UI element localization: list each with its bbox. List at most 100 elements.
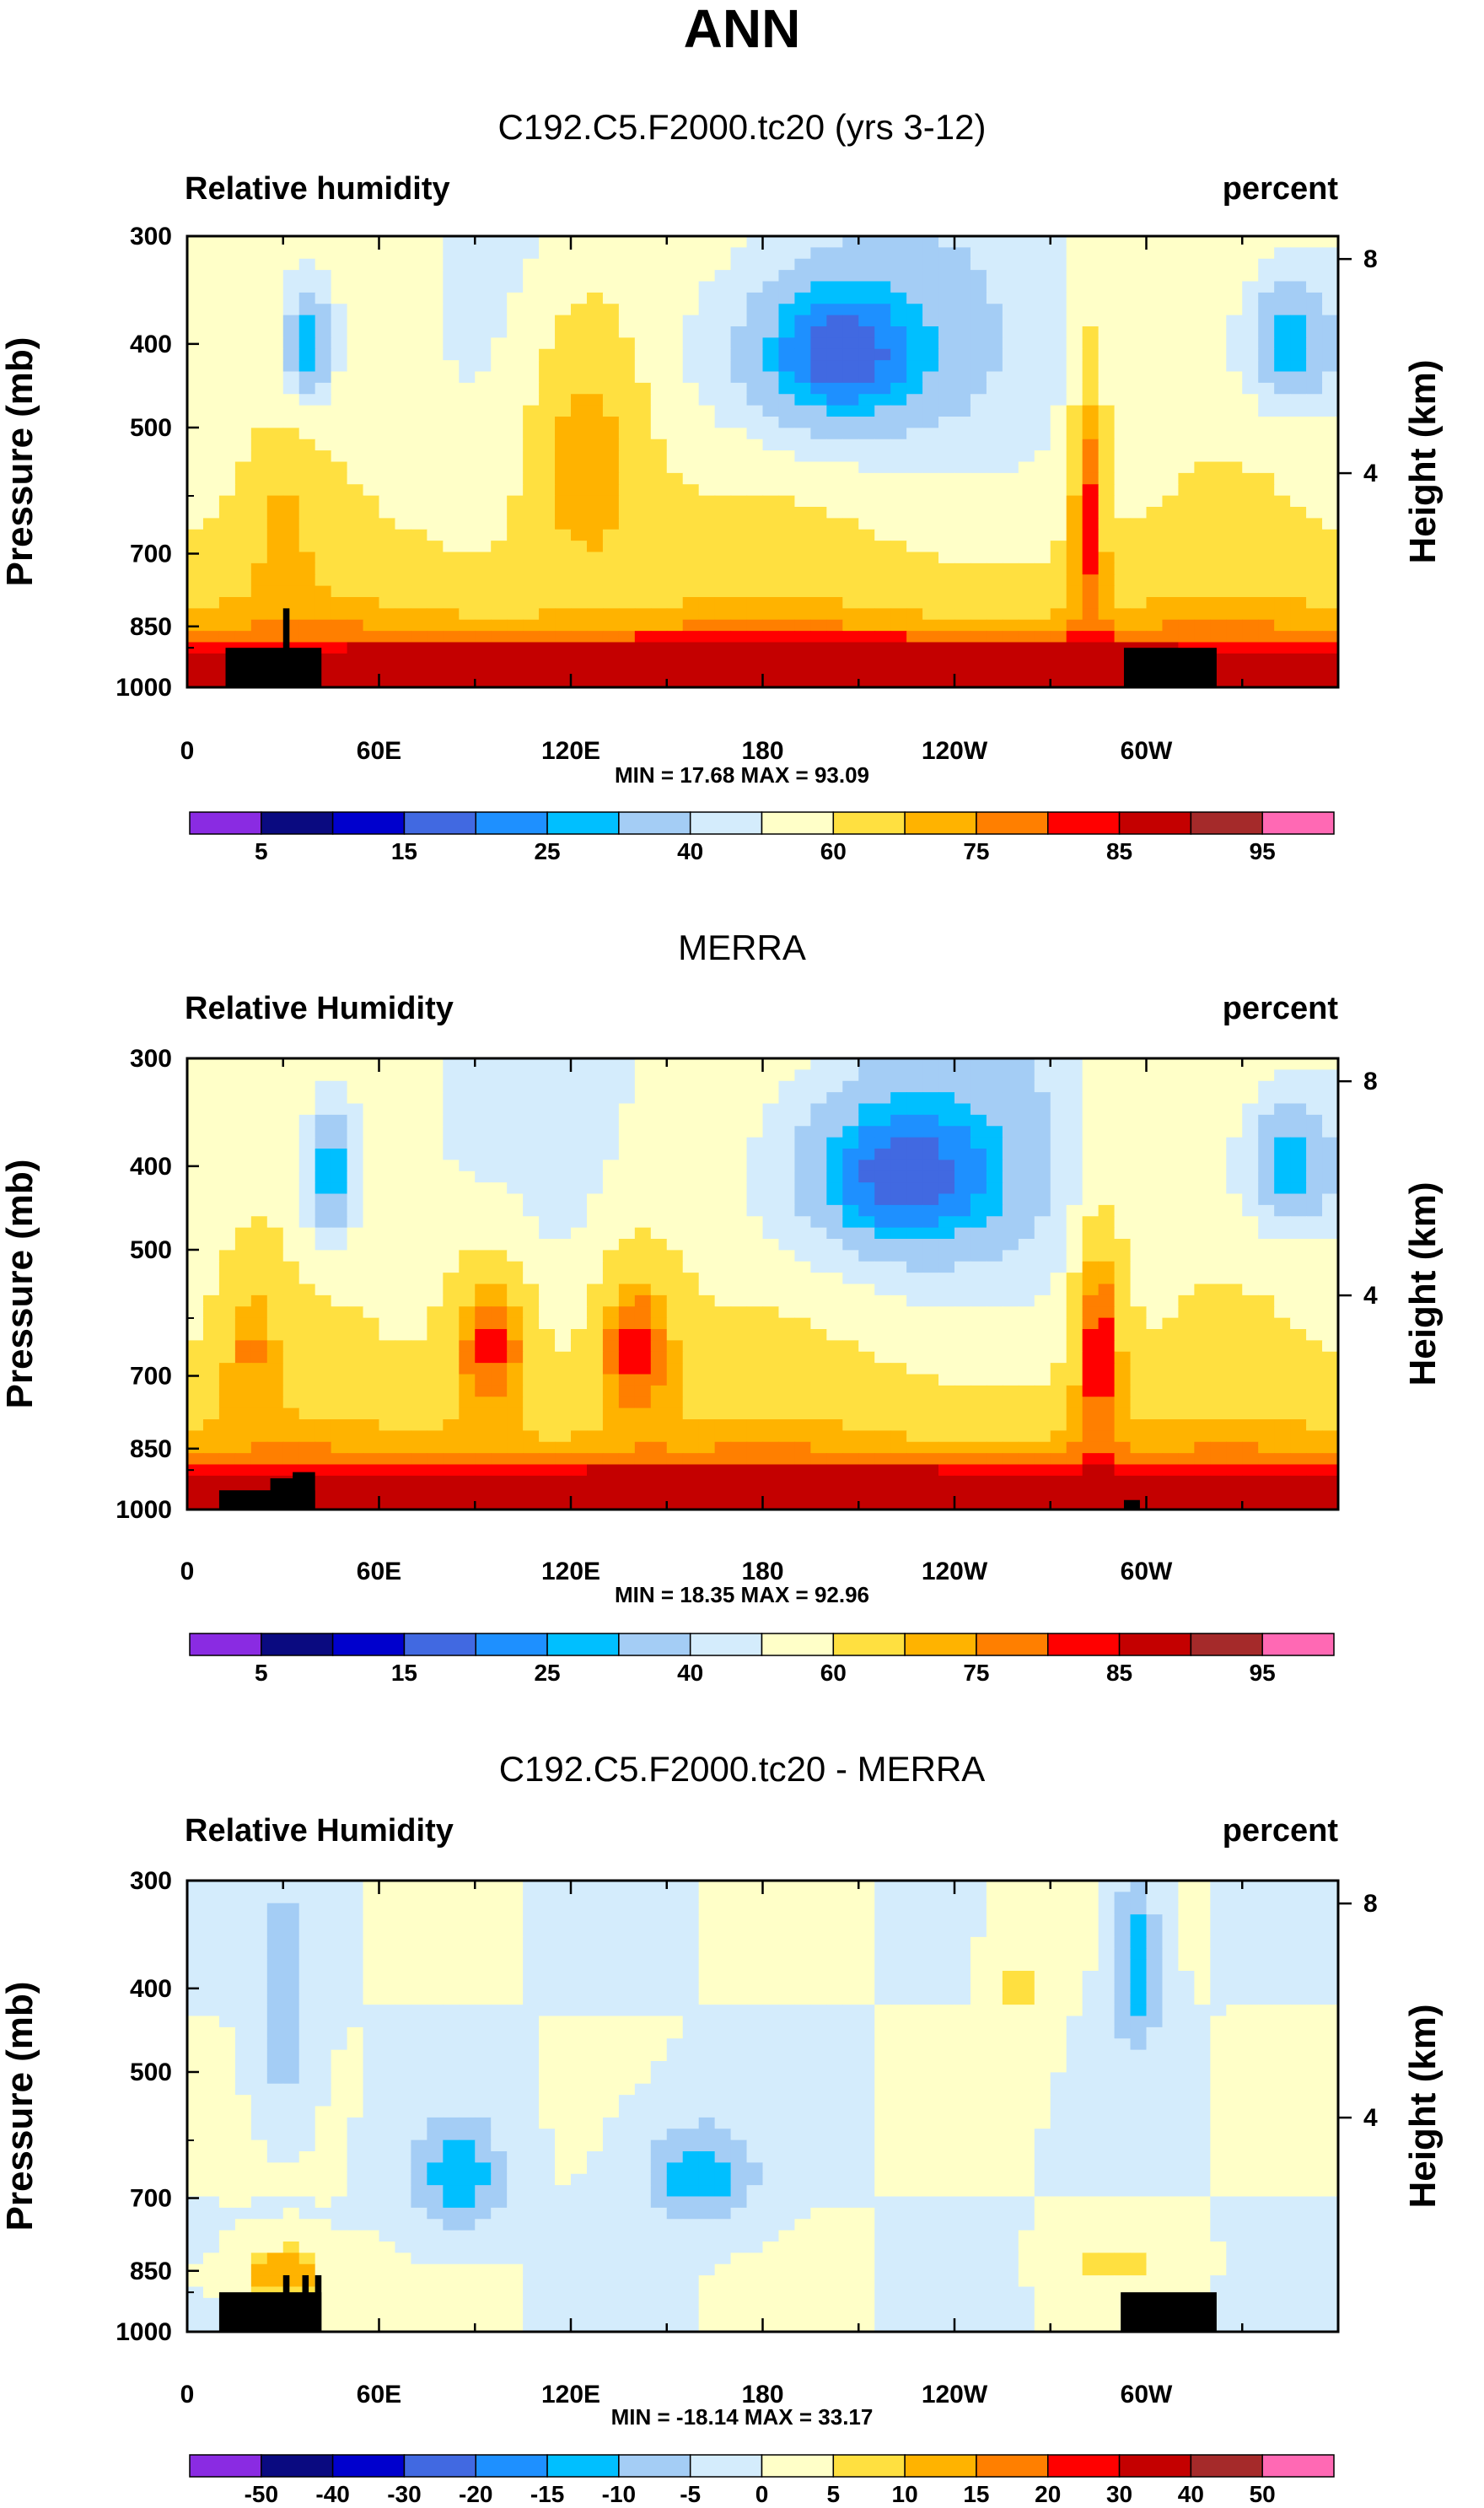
contour-cell: [1066, 304, 1083, 316]
contour-cell: [634, 247, 652, 260]
contour-cell: [714, 1137, 732, 1149]
contour-cell: [778, 405, 796, 417]
contour-cell: [1290, 1160, 1307, 1172]
contour-cell: [634, 1294, 652, 1307]
contour-cell: [970, 1103, 987, 1116]
contour-cell: [1146, 270, 1164, 283]
contour-cell: [459, 405, 476, 417]
contour-cell: [730, 394, 748, 406]
contour-cell: [826, 1250, 843, 1262]
contour-cell: [618, 1239, 636, 1251]
contour-cell: [810, 1103, 827, 1116]
contour-cell: [282, 1114, 300, 1127]
contour-cell: [618, 337, 636, 350]
contour-cell: [1162, 1239, 1180, 1251]
contour-cell: [298, 417, 316, 428]
contour-cell: [586, 1137, 604, 1149]
contour-cell: [234, 562, 252, 575]
contour-cell: [234, 1216, 252, 1229]
contour-cell: [1002, 552, 1019, 564]
contour-cell: [1002, 428, 1019, 440]
colorbar-swatch: [1261, 811, 1335, 835]
contour-cell: [1306, 258, 1323, 271]
contour-cell: [395, 619, 412, 632]
contour-cell: [666, 304, 684, 316]
contour-cell: [746, 1340, 764, 1353]
contour-cell: [906, 1306, 923, 1319]
contour-cell: [842, 247, 859, 260]
contour-cell: [938, 585, 955, 598]
contour-cell: [1050, 1182, 1067, 1195]
contour-cell: [234, 304, 252, 316]
contour-cell: [1242, 585, 1259, 598]
contour-cell: [666, 541, 684, 553]
contour-cell: [363, 1363, 380, 1375]
contour-cell: [282, 1340, 300, 1353]
contour-cell: [218, 574, 236, 587]
contour-cell: [794, 1114, 811, 1127]
contour-cell: [1226, 642, 1243, 654]
contour-cell: [650, 541, 668, 553]
contour-cell: [250, 405, 268, 417]
contour-cell: [1322, 574, 1339, 587]
contour-cell: [810, 1080, 827, 1093]
contour-cell: [298, 1080, 316, 1093]
contour-cell: [1050, 585, 1067, 598]
contour-cell: [1162, 1171, 1180, 1183]
contour-cell: [1114, 484, 1132, 497]
contour-cell: [1242, 258, 1259, 271]
contour-cell: [842, 608, 859, 621]
contour-cell: [1114, 315, 1132, 327]
contour-cell: [1050, 1273, 1067, 1285]
contour-cell: [187, 1273, 204, 1285]
contour-cell: [1066, 1239, 1083, 1251]
contour-cell: [794, 1273, 811, 1285]
contour-cell: [475, 1317, 492, 1330]
contour-cell: [730, 1227, 748, 1240]
contour-cell: [315, 417, 332, 428]
contour-cell: [906, 1216, 923, 1229]
contour-cell: [1242, 1239, 1259, 1251]
contour-cell: [970, 1250, 987, 1262]
contour-cell: [202, 529, 220, 541]
contour-cell: [539, 1294, 556, 1307]
contour-cell: [1210, 450, 1227, 463]
contour-cell: [874, 552, 891, 564]
contour-cell: [842, 653, 859, 665]
contour-cell: [427, 1182, 444, 1195]
contour-cell: [634, 450, 652, 463]
contour-cell: [586, 541, 604, 553]
contour-cell: [1178, 292, 1195, 304]
contour-cell: [602, 281, 620, 293]
contour-cell: [1114, 428, 1132, 440]
contour-cell: [762, 315, 780, 327]
contour-cell: [778, 1080, 796, 1093]
contour-cell: [970, 1284, 987, 1296]
contour-cell: [826, 292, 843, 304]
contour-cell: [266, 247, 284, 260]
contour-cell: [234, 585, 252, 598]
contour-cell: [810, 382, 827, 395]
contour-cell: [202, 371, 220, 384]
contour-cell: [970, 1294, 987, 1307]
contour-cell: [282, 1193, 300, 1206]
contour-cell: [586, 574, 604, 587]
contour-cell: [826, 1171, 843, 1183]
contour-cell: [938, 405, 955, 417]
contour-cell: [331, 1103, 348, 1116]
contour-cell: [1002, 371, 1019, 384]
contour-cell: [1306, 1363, 1323, 1375]
contour-cell: [1050, 1261, 1067, 1273]
contour-cell: [1162, 529, 1180, 541]
contour-cell: [298, 1374, 316, 1386]
contour-cell: [443, 1080, 460, 1093]
contour-cell: [1146, 1351, 1164, 1364]
contour-cell: [1194, 1273, 1211, 1285]
contour-cell: [1290, 653, 1307, 665]
contour-cell: [714, 1294, 732, 1307]
contour-cell: [411, 529, 427, 541]
contour-cell: [234, 597, 252, 609]
contour-cell: [1162, 1317, 1180, 1330]
contour-cell: [1290, 1080, 1307, 1093]
contour-cell: [586, 326, 604, 338]
